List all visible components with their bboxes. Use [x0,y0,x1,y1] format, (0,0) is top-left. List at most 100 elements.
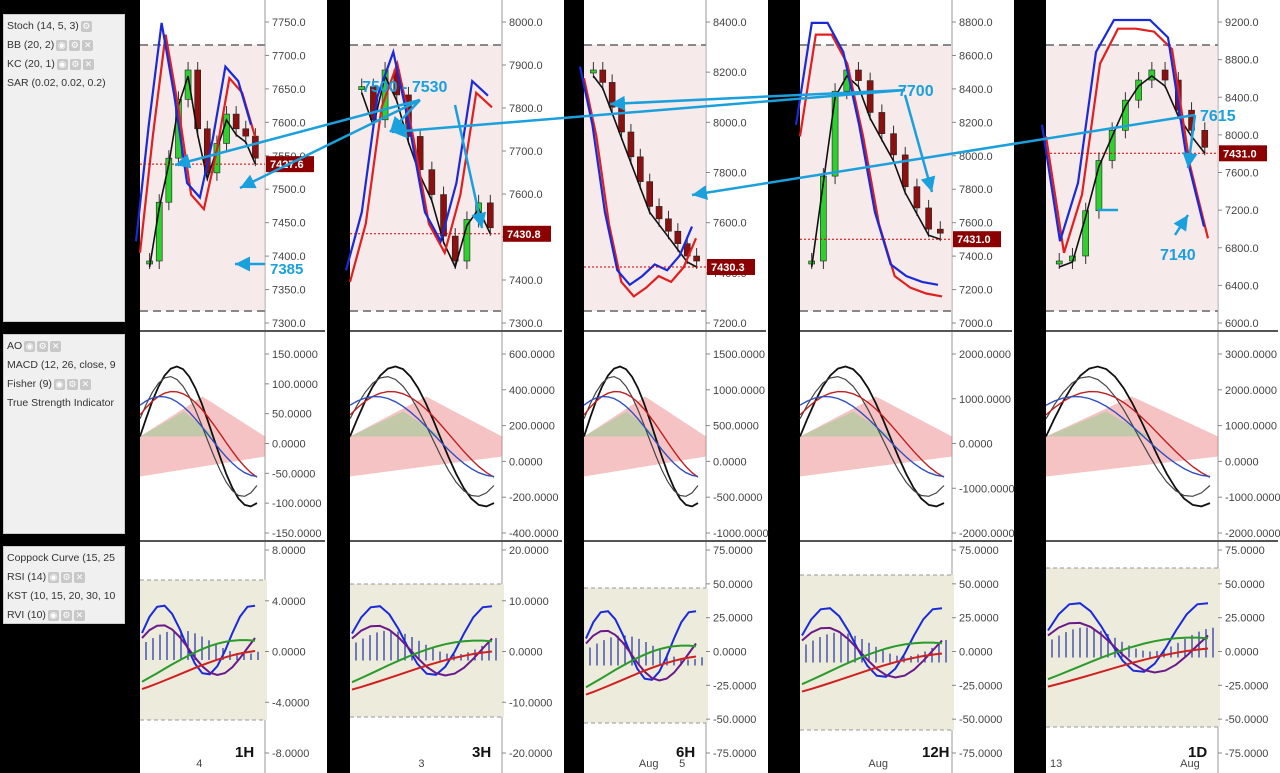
legend-ao[interactable]: AO ◉ ⚙ ✕ [7,340,62,352]
rsi-line [585,610,697,681]
price-tick-label: 8800.0 [1225,55,1259,67]
price-tick-label: 9200.0 [1225,17,1259,29]
mid-tick-label: -500.0000 [713,492,763,504]
legend-tsi[interactable]: True Strength Indicator [7,397,114,409]
kst-signal-line [801,641,943,686]
eye-icon[interactable]: ◉ [56,59,68,70]
mid-tick-label: -200.0000 [509,492,559,504]
close-icon[interactable]: ✕ [74,572,86,583]
price-tick-label: 8800.0 [959,17,993,29]
legend-fisher[interactable]: Fisher (9) ◉ ⚙ ✕ [7,378,91,390]
price-tick-label: 7750.0 [272,17,306,29]
kst-signal-line [1047,636,1209,681]
kst-line [801,652,943,693]
close-icon[interactable]: ✕ [79,379,91,390]
x-tick-label: 13 [1050,758,1062,770]
kst-line [141,650,256,691]
stoch-k-line [1044,27,1210,254]
candle [155,201,163,262]
close-icon[interactable]: ✕ [82,40,94,51]
timeframe-label: 6H [676,744,695,761]
legend-macd[interactable]: MACD (12, 26, close, 9 [7,359,116,371]
bb-middle-line [810,74,941,268]
gear-icon[interactable]: ⚙ [60,610,72,621]
rvi-line [585,629,697,682]
last-price-value: 7430.3 [711,262,745,274]
band-fill [1046,45,1218,311]
candle [440,194,447,237]
fisher-signal-line [1045,375,1211,497]
annotation-7385: 7385 [270,261,303,278]
ao-area [350,411,442,437]
gear-icon[interactable]: ⚙ [61,572,73,583]
legend-coppock[interactable]: Coppock Curve (15, 25 [7,552,115,564]
candle [1055,260,1063,265]
close-icon[interactable]: ✕ [73,610,85,621]
legend-bot: Coppock Curve (15, 25 RSI (14) ◉ ⚙ ✕ KST (1… [3,546,125,624]
price-tick-label: 7200.0 [959,285,993,297]
arrow-7700-to-6h [609,88,906,111]
fisher-signal-line [799,375,945,497]
gear-icon[interactable]: ⚙ [69,59,81,70]
gear-icon[interactable]: ⚙ [37,341,49,352]
x-tick-label: Aug [868,758,888,770]
legend-kc[interactable]: KC (20, 1) ◉ ⚙ ✕ [7,58,94,70]
fisher-line [139,365,258,508]
legend-top: Stoch (14, 5, 3) ⚙ BB (20, 2) ◉ ⚙ ✕ KC (20, … [3,14,125,322]
stoch-k-line [798,33,943,298]
candle [1161,69,1169,81]
price-tick-label: 7800.0 [713,168,747,180]
legend-bb[interactable]: BB (20, 2) ◉ ⚙ ✕ [7,39,94,51]
price-tick-label: 8000.0 [959,151,993,163]
rsi-line [141,604,256,676]
last-price-value: 7431.0 [1223,148,1257,160]
kst-line [351,650,493,691]
eye-icon[interactable]: ◉ [56,40,68,51]
bot-tick-label: -25.0000 [959,680,1002,692]
mid-tick-label: 400.0000 [509,385,555,397]
close-icon[interactable]: ✕ [50,341,62,352]
price-tick-label: 6400.0 [1225,280,1259,292]
legend-rsi[interactable]: RSI (14) ◉ ⚙ ✕ [7,571,86,583]
price-tick-label: 7800.0 [959,184,993,196]
rsi-band [140,580,267,720]
close-icon[interactable]: ✕ [82,59,94,70]
annotation-7500-7530: 7500 - 7530 [362,79,448,96]
bot-tick-label: 10.0000 [509,596,549,608]
mid-tick-label: -150.0000 [272,528,322,540]
bot-tick-label: -25.0000 [1225,680,1268,692]
candle [646,181,653,207]
legend-rvi[interactable]: RVI (10) ◉ ⚙ ✕ [7,609,85,621]
eye-icon[interactable]: ◉ [53,379,65,390]
price-tick-label: 7300.0 [272,318,306,330]
eye-icon[interactable]: ◉ [24,341,36,352]
stoch-k-line [582,77,698,298]
bot-tick-label: 0.0000 [959,647,993,659]
mid-tick-label: 0.0000 [272,439,306,451]
legend-kst[interactable]: KST (10, 15, 20, 30, 10 [7,590,116,602]
x-tick-label: 5 [679,758,685,770]
rvi-line [801,626,943,679]
bot-tick-label: -75.0000 [713,748,756,760]
bot-tick-label: 50.0000 [713,579,753,591]
rsi-line [1047,602,1209,673]
x-tick-label: 4 [196,758,202,770]
bot-tick-label: -25.0000 [713,680,756,692]
eye-icon[interactable]: ◉ [48,572,60,583]
gear-icon[interactable]: ⚙ [80,21,92,32]
arrow-7615-to-6h [691,113,1196,201]
eye-icon[interactable]: ◉ [47,610,59,621]
gear-icon[interactable]: ⚙ [66,379,78,390]
candle [1082,210,1089,257]
legend-stoch[interactable]: Stoch (14, 5, 3) ⚙ [7,20,92,32]
candle [252,135,259,159]
candle [618,106,625,133]
kst-signal-line [141,639,256,683]
legend-sar[interactable]: SAR (0.02, 0.02, 0.2) [7,77,106,89]
gear-icon[interactable]: ⚙ [69,40,81,51]
mid-tick-label: -1000.0000 [1225,492,1280,504]
bot-tick-label: -50.0000 [713,714,756,726]
fisher-line [1045,365,1211,508]
candle [242,128,250,137]
bot-tick-label: 75.0000 [1225,545,1265,557]
